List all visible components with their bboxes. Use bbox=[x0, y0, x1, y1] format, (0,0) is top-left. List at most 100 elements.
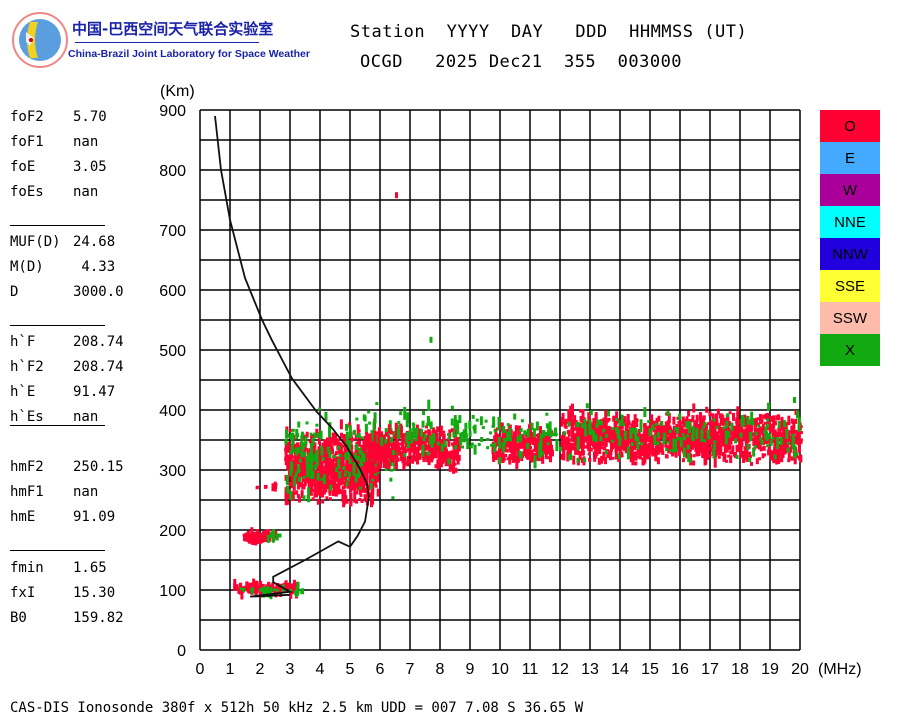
echo-point bbox=[295, 457, 299, 461]
echo-point bbox=[430, 436, 434, 448]
echo-point bbox=[720, 436, 724, 443]
echo-point bbox=[522, 450, 526, 454]
echo-point bbox=[761, 453, 765, 459]
echo-point bbox=[365, 473, 369, 485]
echo-point bbox=[664, 434, 668, 448]
echo-point bbox=[767, 445, 771, 451]
echo-point bbox=[321, 490, 325, 498]
echo-point bbox=[762, 445, 766, 451]
echo-point bbox=[327, 479, 331, 488]
echo-point bbox=[343, 481, 347, 485]
echo-point bbox=[495, 433, 499, 447]
echo-point bbox=[618, 421, 622, 434]
echo-point bbox=[685, 447, 689, 459]
echo-point bbox=[650, 419, 654, 427]
echo-point bbox=[514, 425, 518, 439]
echo-point bbox=[284, 457, 288, 461]
echo-point bbox=[447, 443, 451, 447]
echo-point bbox=[330, 448, 334, 455]
echo-point bbox=[703, 426, 707, 436]
echo-point bbox=[588, 432, 592, 444]
echo-point bbox=[661, 450, 665, 455]
echo-point bbox=[559, 446, 563, 451]
echo-point bbox=[704, 434, 708, 442]
echo-point bbox=[369, 451, 373, 455]
echo-point bbox=[318, 407, 322, 411]
echo-point bbox=[610, 441, 614, 449]
param-name: fmin bbox=[10, 560, 44, 576]
echo-point bbox=[661, 433, 665, 440]
param-value: nan bbox=[73, 184, 99, 200]
echo-point bbox=[651, 424, 655, 431]
echo-point bbox=[646, 425, 650, 429]
echo-point bbox=[320, 467, 324, 477]
echo-point bbox=[793, 396, 797, 403]
echo-point bbox=[666, 431, 670, 435]
echo-point bbox=[669, 432, 673, 440]
x-tick-label: 8 bbox=[436, 661, 445, 678]
echo-point bbox=[777, 427, 781, 431]
echo-point bbox=[682, 424, 686, 428]
echo-point bbox=[769, 439, 773, 446]
echo-point bbox=[723, 434, 727, 440]
echo-point bbox=[305, 421, 309, 425]
echo-point bbox=[688, 457, 692, 463]
echo-point bbox=[520, 419, 524, 423]
echo-point bbox=[335, 456, 339, 463]
echo-point bbox=[286, 433, 290, 438]
echo-point bbox=[283, 582, 287, 590]
echo-point bbox=[301, 466, 305, 470]
echo-point bbox=[255, 529, 259, 545]
echo-point bbox=[342, 491, 346, 495]
echo-point bbox=[710, 427, 714, 441]
echo-point bbox=[368, 442, 372, 449]
echo-point bbox=[659, 424, 663, 430]
echo-point bbox=[567, 421, 571, 427]
echo-point bbox=[417, 447, 421, 451]
echo-point bbox=[435, 441, 439, 452]
echo-point bbox=[513, 455, 517, 463]
echo-point bbox=[735, 419, 739, 431]
echo-point bbox=[655, 425, 659, 430]
echo-point bbox=[761, 424, 765, 428]
echo-point bbox=[672, 416, 676, 425]
echo-point bbox=[580, 438, 584, 445]
echo-point bbox=[724, 430, 728, 445]
echo-point bbox=[494, 430, 498, 437]
echo-point bbox=[357, 440, 361, 447]
echo-point bbox=[340, 462, 344, 471]
echo-point bbox=[583, 445, 587, 449]
y-axis-label: (Km) bbox=[160, 83, 195, 100]
echo-point bbox=[292, 459, 296, 464]
echo-point bbox=[615, 418, 619, 422]
echo-point bbox=[305, 455, 309, 466]
echo-point bbox=[355, 417, 359, 421]
echo-point bbox=[334, 451, 338, 456]
echo-point bbox=[491, 450, 495, 460]
echo-point bbox=[310, 464, 314, 469]
echo-point bbox=[562, 454, 566, 461]
echo-point bbox=[517, 425, 521, 431]
echo-point bbox=[434, 453, 438, 459]
echo-point bbox=[419, 434, 423, 440]
echo-point bbox=[371, 445, 375, 457]
echo-point bbox=[242, 587, 246, 592]
echo-point bbox=[683, 436, 687, 441]
echo-point bbox=[533, 437, 537, 443]
echo-point bbox=[587, 412, 591, 423]
echo-point bbox=[287, 492, 291, 499]
echo-point bbox=[492, 416, 496, 428]
echo-point bbox=[379, 444, 383, 453]
echo-point bbox=[439, 452, 443, 457]
echo-point bbox=[583, 418, 587, 425]
echo-point bbox=[581, 433, 585, 438]
echo-point bbox=[497, 437, 501, 445]
echo-point bbox=[379, 451, 383, 456]
echo-point bbox=[365, 460, 369, 465]
echo-point bbox=[447, 458, 451, 465]
echo-point bbox=[491, 424, 495, 428]
echo-point bbox=[650, 414, 654, 422]
echo-point bbox=[687, 453, 691, 463]
echo-point bbox=[266, 534, 270, 543]
echo-point bbox=[312, 464, 316, 474]
